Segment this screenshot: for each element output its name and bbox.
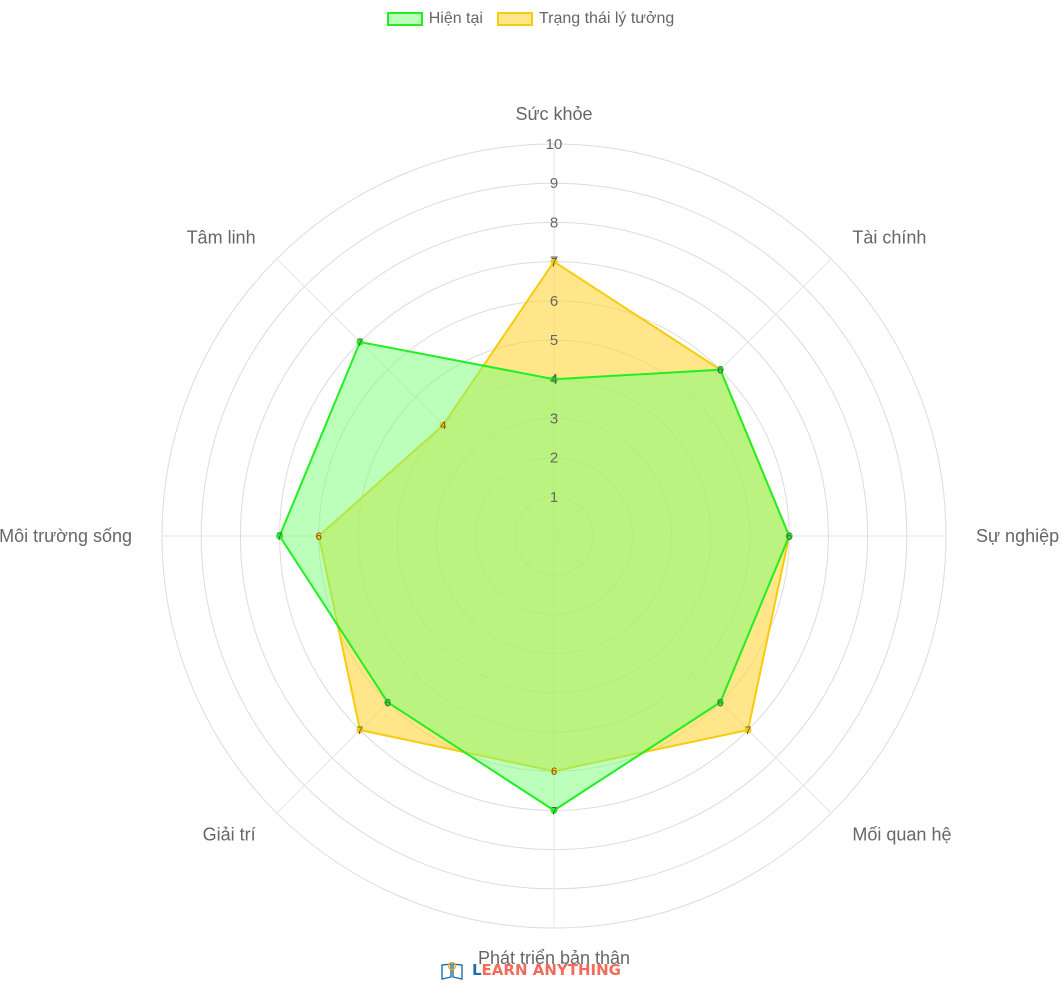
data-value-label: 7: [551, 257, 557, 269]
data-value-label: 6: [385, 697, 391, 709]
data-point: [550, 258, 558, 266]
logo-text: LEARN ANYTHING: [472, 961, 621, 979]
r-tick-label: 2: [550, 450, 558, 467]
series-area-0: [278, 340, 791, 812]
category-label: Mối quan hệ: [852, 824, 951, 844]
r-tick-label: 5: [550, 332, 558, 349]
r-tick-label: 8: [550, 214, 558, 231]
r-tick-label: 3: [550, 410, 558, 427]
data-point: [744, 726, 752, 734]
data-point: [716, 698, 724, 706]
data-point: [550, 806, 558, 814]
data-point: [785, 532, 793, 540]
open-book-lightbulb-icon: [441, 961, 463, 980]
data-value-label: 6: [551, 766, 557, 778]
legend-item-ideal[interactable]: Trạng thái lý tưởng: [496, 10, 675, 28]
data-value-label: 6: [717, 697, 723, 709]
r-tick-label: 10: [546, 136, 563, 153]
category-label: Phát triển bản thân: [478, 948, 630, 968]
r-tick-label: 9: [550, 175, 558, 192]
data-point: [356, 338, 364, 346]
data-value-label: 6: [786, 531, 792, 543]
data-value-label: 6: [717, 365, 723, 377]
category-label: Sự nghiệp: [976, 526, 1059, 546]
category-label: Giải trí: [203, 824, 256, 844]
data-point: [356, 726, 364, 734]
category-label: Sức khỏe: [515, 104, 592, 124]
data-value-label: 7: [745, 725, 751, 737]
legend-label-ideal: Trạng thái lý tưởng: [538, 10, 675, 27]
data-value-label: 4: [551, 374, 557, 386]
legend-swatch-current: [386, 12, 423, 26]
category-label: Tâm linh: [187, 228, 256, 248]
data-point: [384, 698, 392, 706]
data-value-label: 7: [357, 725, 363, 737]
r-tick-label: 6: [550, 293, 558, 310]
data-value-label: 7: [277, 531, 283, 543]
chart-legend: Hiện tại Trạng thái lý tưởng: [0, 10, 1061, 28]
data-value-label: 4: [440, 420, 446, 432]
data-point: [315, 532, 323, 540]
category-label: Môi trường sống: [0, 526, 132, 546]
data-point: [716, 366, 724, 374]
category-label: Tài chính: [852, 228, 926, 248]
data-value-label: 6: [316, 531, 322, 543]
data-point: [550, 767, 558, 775]
data-point: [439, 421, 447, 429]
logo-text-rest: EARN ANYTHING: [481, 961, 621, 979]
r-tick-label: 1: [550, 489, 558, 506]
legend-label-current: Hiện tại: [428, 10, 483, 27]
footer-logo: LEARN ANYTHING: [0, 958, 1061, 982]
data-value-label: 7: [357, 337, 363, 349]
data-point: [276, 532, 284, 540]
logo-text-lead: L: [471, 961, 482, 979]
legend-swatch-ideal: [496, 12, 533, 26]
data-point: [550, 375, 558, 383]
data-value-label: 7: [551, 805, 557, 817]
legend-item-current[interactable]: Hiện tại: [386, 10, 483, 28]
